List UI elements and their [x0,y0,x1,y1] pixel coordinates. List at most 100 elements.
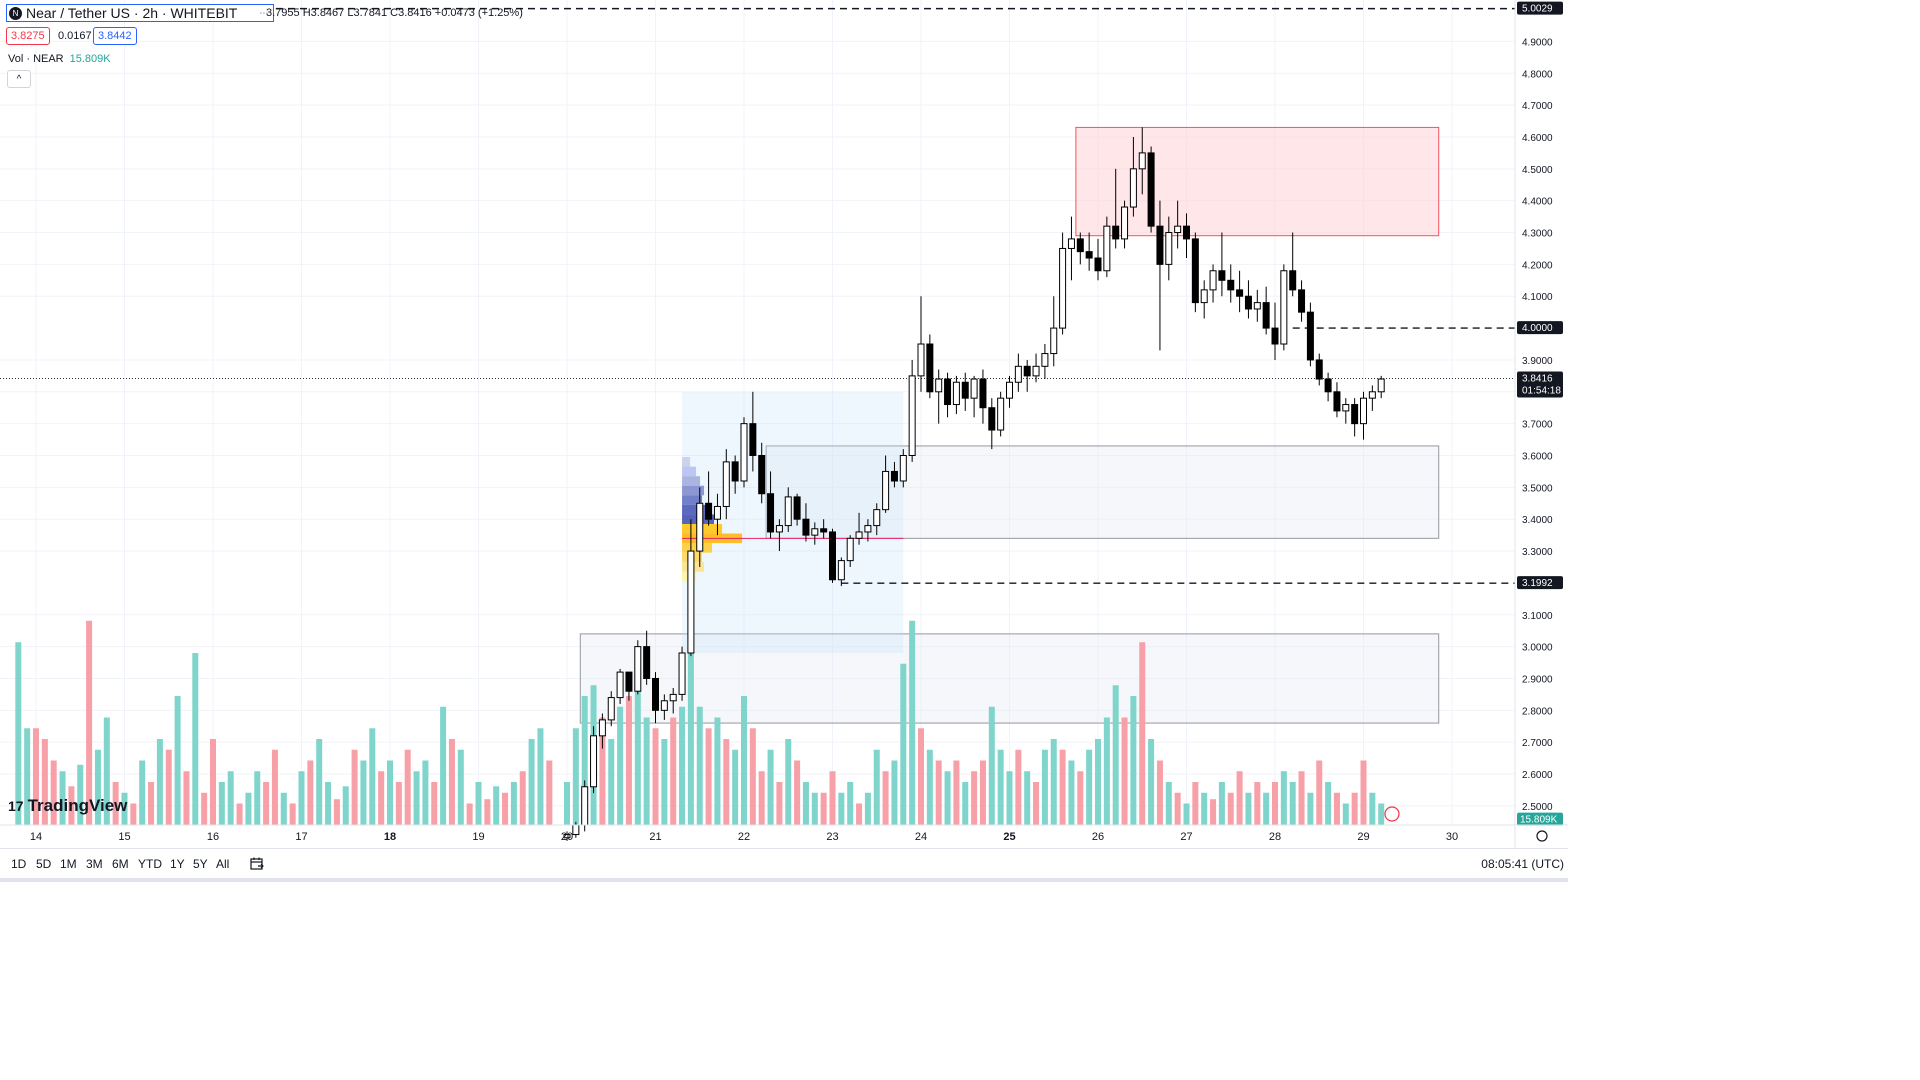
candle [1218,232,1226,297]
candle-body [616,671,624,699]
price-tick-label: 3.0000 [1522,643,1553,654]
range-1d-button[interactable]: 1D [11,857,27,871]
volume-bar [1103,717,1110,825]
candle-body [1377,378,1385,393]
candle [625,671,633,701]
collapse-legend-button[interactable]: ^ [7,70,31,88]
volume-bar [1280,771,1287,825]
candle [1342,398,1350,424]
volume-bar [254,771,261,825]
volume-bar [670,717,677,825]
candle-body [1147,152,1155,227]
volume-bar [183,771,190,825]
volume-bar [767,749,774,825]
price-chart[interactable]: 4.9000 4.8000 4.7000 4.6000 4.5000 4.4000 4.30… [0,0,1568,848]
candle [970,375,978,418]
range-1m-button[interactable]: 1M [60,857,77,871]
price-tick-label: 4.1000 [1522,292,1553,303]
profile-bar [682,457,691,467]
symbol-title[interactable]: N Near / Tether US · 2h · WHITEBIT ∙∙∙ [6,4,274,22]
volume-bar [1333,792,1340,825]
price-tick-label: 3.3000 [1522,547,1553,558]
volume-bar [687,620,694,825]
candle-body [722,461,730,507]
volume-bar [749,728,756,825]
time-tick-label: 30 [1446,831,1458,843]
volume-bar [77,764,84,825]
volume-bar [997,749,1004,825]
utc-clock[interactable]: 08:05:41 (UTC) [1481,857,1564,871]
volume-bar [1059,749,1066,825]
candle [590,726,598,794]
more-icon[interactable]: ∙∙∙ [259,7,269,19]
sell-price-button[interactable]: 3.8275 [6,27,50,45]
volume-bar [1201,792,1208,825]
candle [1094,238,1102,281]
volume-bar [528,739,535,825]
volume-bar [165,749,172,825]
range-1y-button[interactable]: 1Y [170,857,185,871]
spread-value: 0.0167 [58,30,92,42]
price-label-box [1517,1,1563,15]
candle-body [846,537,854,562]
candle [767,471,775,539]
volume-bar [714,717,721,825]
volume-bar [838,792,845,825]
candle-body [1094,257,1102,272]
volume-bar [103,717,110,825]
volume-bar [617,706,624,825]
candle-body [1032,365,1040,377]
range-5d-button[interactable]: 5D [36,857,52,871]
candle [722,449,730,520]
candle-body [979,378,987,409]
volume-bar [811,792,818,825]
range-all-button[interactable]: All [216,857,230,871]
volume-bar [156,739,163,825]
range-6m-button[interactable]: 6M [112,857,129,871]
volume-bar [608,739,615,825]
candle-body [1014,365,1022,383]
volume-bar [1183,803,1190,825]
range-3m-button[interactable]: 3M [86,857,103,871]
volume-bar [847,782,854,825]
candle [696,487,704,567]
candle [616,668,624,704]
volume-bar [1174,792,1181,825]
candle-body [917,343,925,377]
volume-bar [1289,782,1296,825]
candle [864,519,872,542]
volume-bar [1148,739,1155,825]
candle-body [882,470,890,511]
range-5y-button[interactable]: 5Y [193,857,208,871]
volume-bar [59,771,66,825]
volume-bar [794,760,801,825]
volume-bar [316,739,323,825]
volume-bar [944,771,951,825]
settings-gear-icon[interactable] [1536,830,1548,842]
time-tick-label: 15 [118,831,130,843]
range-ytd-button[interactable]: YTD [138,857,162,871]
volume-bar [1325,782,1332,825]
candle-body [1280,270,1288,345]
candle [917,296,925,392]
calendar-icon[interactable] [249,856,265,875]
candle [961,372,969,411]
candle-body [1262,302,1270,329]
alert-lightning-icon[interactable] [1384,806,1400,822]
price-tick-label: 3.7000 [1522,420,1553,431]
volume-bar [510,782,517,825]
volume-bar [33,728,39,825]
volume-bar [1095,739,1101,825]
volume-bar [1033,782,1040,825]
volume-bar [201,792,208,825]
candle-body [758,455,766,495]
volume-bar [24,728,31,825]
zone-demand [579,633,1440,724]
candle-body [890,470,898,482]
bottom-border [0,878,1568,882]
candle-body [1298,289,1306,313]
volume-bar [519,771,526,825]
buy-price-button[interactable]: 3.8442 [93,27,137,45]
candle-body [829,531,836,581]
time-tick-label: 29 [1357,831,1369,843]
